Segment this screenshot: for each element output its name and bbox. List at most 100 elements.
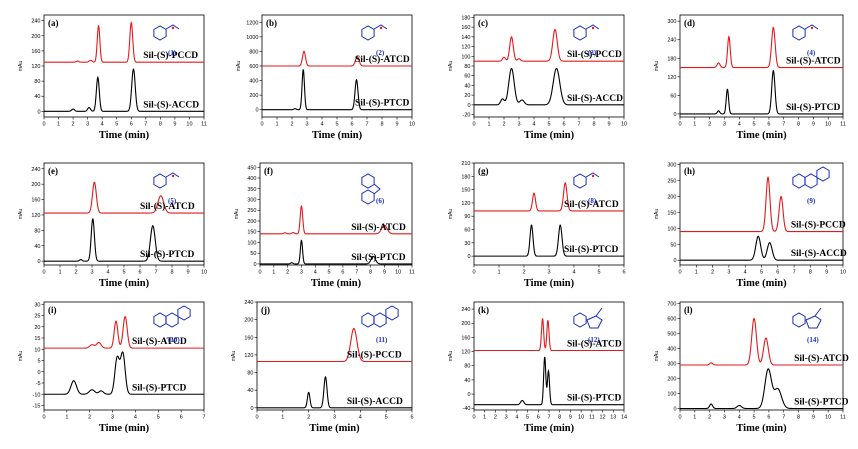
- x-tick-label: 11: [201, 122, 207, 128]
- y-tick-label: 100: [461, 54, 470, 60]
- y-tick-label: 60: [464, 74, 470, 80]
- y-tick-label: 350: [247, 187, 256, 193]
- series-label: Sil-(S)-PTCD: [132, 382, 187, 393]
- x-axis-label: Time (min): [312, 130, 363, 141]
- chromatogram-panel: 0 1 2 3 4 5 6 7 -15 -10 -5 0 5 10 15 20 25 30 mAu Time (min…: [18, 301, 206, 434]
- x-tick-label: 9: [173, 122, 176, 128]
- x-tick-label: 6: [138, 270, 141, 276]
- x-tick-label: 13: [610, 415, 616, 421]
- x-tick-label: 3: [300, 270, 303, 276]
- molecule-structure-icon: [153, 24, 180, 41]
- x-tick-label: 11: [840, 122, 846, 128]
- x-tick-label: 10: [840, 270, 846, 276]
- x-tick-label: 3: [517, 122, 520, 128]
- x-axis-label: Time (min): [524, 278, 575, 289]
- y-tick-label: 250: [667, 179, 676, 185]
- y-tick-label: 160: [31, 49, 40, 55]
- x-tick-label: 0: [260, 122, 263, 128]
- trace-upper: [257, 327, 412, 363]
- trace-lower: [44, 218, 204, 262]
- x-tick-label: 9: [825, 270, 828, 276]
- series-label: Sil-(S)-PTCD: [351, 252, 406, 263]
- y-tick-label: 40: [247, 388, 253, 394]
- x-tick-label: 3: [90, 270, 93, 276]
- y-tick-label: 80: [34, 228, 40, 234]
- y-tick-label: 10: [34, 347, 40, 353]
- trace-lower: [44, 68, 204, 112]
- x-tick-label: 5: [753, 122, 756, 128]
- x-tick-label: 0: [42, 270, 45, 276]
- panel-label: (h): [684, 166, 695, 176]
- x-tick-label: 10: [186, 122, 192, 128]
- x-tick-label: 1: [497, 270, 500, 276]
- chromatogram-panel: 0 1 2 3 4 5 6 0 40 80 120 160 200 240 mAu Time (min) (j)…: [231, 300, 414, 434]
- series-label: Sil-(S)-PTCD: [140, 249, 195, 260]
- molecule-structure-icon: [792, 166, 830, 189]
- y-tick-label: 160: [244, 335, 253, 341]
- x-tick-label: 2: [708, 415, 711, 421]
- y-tick-label: 180: [667, 56, 676, 62]
- y-tick-label: 60: [670, 93, 676, 99]
- panel-label: (d): [684, 18, 695, 28]
- y-tick-label: 30: [34, 302, 40, 308]
- x-tick-label: 1: [57, 122, 60, 128]
- trace-lower: [474, 224, 624, 257]
- y-tick-label: 40: [34, 244, 40, 250]
- y-tick-label: 120: [461, 201, 470, 207]
- x-tick-label: 2: [711, 270, 714, 276]
- x-tick-label: 9: [607, 122, 610, 128]
- x-tick-label: 9: [186, 270, 189, 276]
- x-tick-label: 0: [255, 415, 258, 421]
- y-tick-label: 100: [247, 240, 256, 246]
- series-label: Sil-(S)-ACCD: [143, 99, 199, 110]
- x-tick-label: 11: [409, 270, 415, 276]
- series-label: Sil-(S)-ATCD: [786, 56, 841, 67]
- x-axis-label: Time (min): [311, 278, 362, 289]
- y-tick-label: 150: [461, 188, 470, 194]
- y-tick-label: 160: [31, 198, 40, 204]
- series-label: Sil-(S)-ATCD: [564, 199, 619, 210]
- x-tick-label: 1: [272, 270, 275, 276]
- y-tick-label: 120: [31, 213, 40, 219]
- x-tick-label: 4: [101, 122, 104, 128]
- panel-label: (i): [48, 305, 57, 315]
- x-tick-label: 7: [577, 122, 580, 128]
- x-tick-label: 1: [483, 415, 486, 421]
- x-tick-label: 4: [515, 415, 518, 421]
- y-tick-label: 40: [34, 94, 40, 100]
- trace-upper: [44, 181, 204, 214]
- x-tick-label: 3: [333, 415, 336, 421]
- x-tick-label: 10: [578, 415, 584, 421]
- x-tick-label: 4: [532, 122, 535, 128]
- x-tick-label: 1: [693, 122, 696, 128]
- y-tick-label: 200: [667, 377, 676, 383]
- x-tick-label: 1: [281, 415, 284, 421]
- y-axis-label: mAu: [654, 351, 660, 362]
- x-tick-label: 6: [350, 122, 353, 128]
- y-tick-label: 120: [461, 45, 470, 51]
- y-tick-label: 800: [249, 49, 258, 55]
- x-tick-label: 9: [395, 122, 398, 128]
- compound-number: (3): [588, 49, 597, 57]
- trace-upper: [680, 26, 843, 69]
- x-tick-label: 0: [472, 122, 475, 128]
- y-tick-label: -15: [33, 404, 41, 410]
- compound-number: (10): [168, 336, 180, 344]
- y-axis-label: mAu: [18, 61, 24, 72]
- x-tick-label: 8: [159, 122, 162, 128]
- panel-label: (c): [478, 18, 488, 28]
- y-tick-label: 80: [247, 371, 253, 377]
- x-tick-label: 5: [547, 122, 550, 128]
- x-tick-label: 3: [505, 415, 508, 421]
- series-label: Sil-(S)-ACCD: [347, 396, 403, 407]
- molecule-structure-icon: [153, 305, 191, 328]
- compound-number: (5): [168, 197, 177, 205]
- series-label: Sil-(S)-PCCD: [143, 50, 198, 61]
- x-tick-label: 0: [258, 270, 261, 276]
- y-tick-label: 120: [667, 75, 676, 81]
- molecule-structure-icon: [153, 172, 180, 189]
- x-tick-label: 1: [487, 122, 490, 128]
- x-tick-label: 0: [42, 122, 45, 128]
- series-label: Sil-(S)-ATCD: [355, 54, 410, 65]
